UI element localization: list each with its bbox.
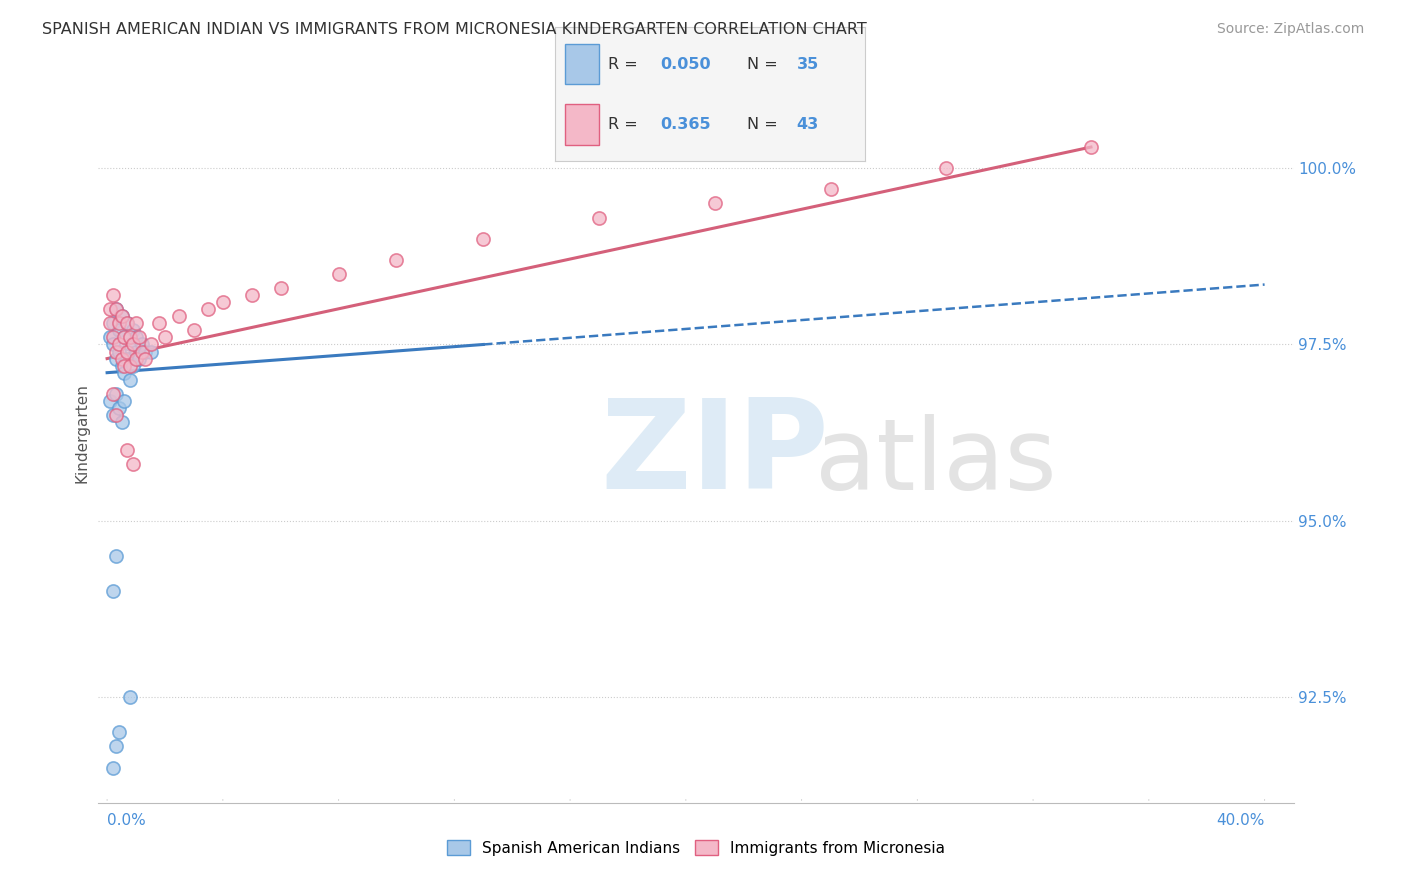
Point xyxy=(117,316,139,330)
Point xyxy=(270,281,292,295)
Bar xyxy=(565,44,599,85)
Point xyxy=(328,267,350,281)
Text: 0.050: 0.050 xyxy=(661,57,711,71)
Y-axis label: Kindergarten: Kindergarten xyxy=(75,383,90,483)
Point xyxy=(122,458,145,472)
Point xyxy=(101,330,124,344)
Point xyxy=(101,584,124,599)
Text: atlas: atlas xyxy=(815,414,1057,511)
Point xyxy=(101,408,124,422)
Point xyxy=(703,196,725,211)
Point xyxy=(211,295,233,310)
Point xyxy=(117,351,139,366)
Point xyxy=(110,415,132,429)
Text: R =: R = xyxy=(607,57,638,71)
Point xyxy=(107,337,129,351)
Point xyxy=(122,337,145,351)
Text: R =: R = xyxy=(607,117,638,132)
Point xyxy=(110,359,132,373)
Text: N =: N = xyxy=(747,57,778,71)
Point xyxy=(134,351,156,366)
Point xyxy=(472,232,495,246)
Point xyxy=(104,351,127,366)
Point xyxy=(125,351,148,366)
Point xyxy=(110,351,132,366)
Point xyxy=(98,393,121,408)
Point xyxy=(110,310,132,324)
Point xyxy=(820,182,842,196)
Point xyxy=(104,302,127,317)
Point xyxy=(98,316,121,330)
Point xyxy=(104,344,127,359)
Point xyxy=(122,323,145,337)
Point xyxy=(117,443,139,458)
Point xyxy=(114,366,136,380)
Point xyxy=(101,760,124,774)
Point xyxy=(101,337,124,351)
Point xyxy=(183,323,205,337)
Point xyxy=(148,316,170,330)
Legend: Spanish American Indians, Immigrants from Micronesia: Spanish American Indians, Immigrants fro… xyxy=(440,834,952,862)
Point xyxy=(104,408,127,422)
Point xyxy=(120,359,142,373)
Point xyxy=(120,373,142,387)
Point xyxy=(935,161,957,176)
Point xyxy=(128,330,150,344)
Point xyxy=(125,344,148,359)
Point xyxy=(101,316,124,330)
Text: 35: 35 xyxy=(797,57,818,71)
Point xyxy=(117,344,139,359)
Point xyxy=(117,316,139,330)
Point xyxy=(169,310,191,324)
Point xyxy=(98,330,121,344)
Point xyxy=(107,316,129,330)
Text: ZIP: ZIP xyxy=(600,394,830,516)
Point xyxy=(131,344,153,359)
Text: 40.0%: 40.0% xyxy=(1216,814,1264,829)
Point xyxy=(114,359,136,373)
Point xyxy=(197,302,219,317)
Point xyxy=(104,302,127,317)
Text: 0.0%: 0.0% xyxy=(107,814,146,829)
Point xyxy=(104,739,127,754)
Point xyxy=(385,252,408,267)
Point xyxy=(139,337,162,351)
Point xyxy=(107,725,129,739)
Point xyxy=(588,211,610,225)
Point xyxy=(122,359,145,373)
Text: SPANISH AMERICAN INDIAN VS IMMIGRANTS FROM MICRONESIA KINDERGARTEN CORRELATION C: SPANISH AMERICAN INDIAN VS IMMIGRANTS FR… xyxy=(42,22,868,37)
Text: N =: N = xyxy=(747,117,778,132)
Point xyxy=(107,323,129,337)
Point xyxy=(107,401,129,415)
Point xyxy=(114,330,136,344)
Point xyxy=(153,330,176,344)
Point xyxy=(107,344,129,359)
Point xyxy=(104,387,127,401)
Point xyxy=(131,337,153,351)
Text: 43: 43 xyxy=(797,117,818,132)
Point xyxy=(110,310,132,324)
Point xyxy=(120,337,142,351)
Bar xyxy=(565,104,599,145)
Point xyxy=(240,288,263,302)
Point xyxy=(125,316,148,330)
Text: Source: ZipAtlas.com: Source: ZipAtlas.com xyxy=(1216,22,1364,37)
Point xyxy=(98,302,121,317)
Point xyxy=(139,344,162,359)
Point xyxy=(120,690,142,704)
Text: 0.365: 0.365 xyxy=(661,117,711,132)
Point xyxy=(1080,140,1102,154)
Point xyxy=(104,549,127,563)
Point xyxy=(101,288,124,302)
Point xyxy=(125,330,148,344)
Point xyxy=(128,351,150,366)
Point xyxy=(114,330,136,344)
Point xyxy=(101,387,124,401)
Point xyxy=(134,344,156,359)
Point xyxy=(114,393,136,408)
Point xyxy=(120,330,142,344)
